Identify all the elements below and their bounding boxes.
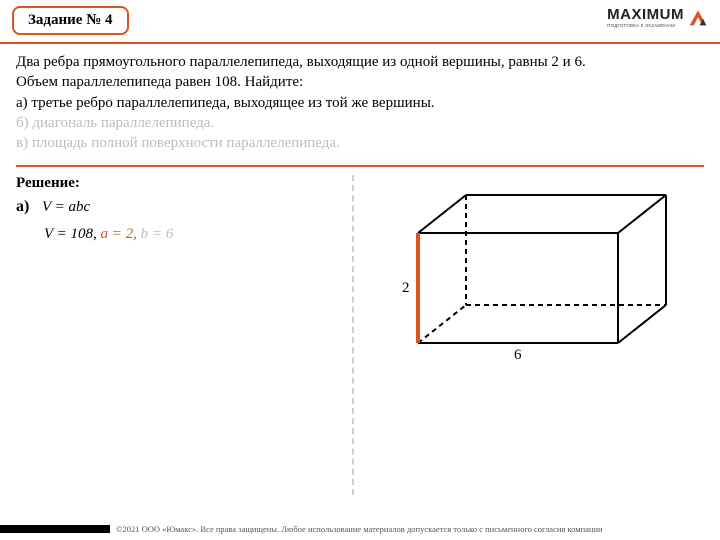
header: Задание № 4 MAXIMUM ПОДГОТОВКА К ЭКЗАМЕН… — [0, 0, 720, 44]
formula-b6: b = 6 — [141, 226, 174, 242]
problem-line2: Объем параллелепипеда равен 108. Найдите… — [16, 72, 704, 92]
task-badge: Задание № 4 — [12, 6, 129, 35]
logo-subtext: ПОДГОТОВКА К ЭКЗАМЕНАМ — [607, 23, 684, 28]
problem-item-a: а) третье ребро параллелепипеда, выходящ… — [16, 93, 704, 113]
logo: MAXIMUM ПОДГОТОВКА К ЭКЗАМЕНАМ — [607, 6, 708, 28]
footer-bar — [0, 525, 110, 533]
dim-label-height: 2 — [402, 280, 410, 297]
solution-row-1: а) V = abc — [16, 198, 346, 216]
problem-statement: Два ребра прямоугольного параллелепипеда… — [0, 44, 720, 159]
footer-copyright: ©2021 ООО «Юмакс». Все права защищены. Л… — [116, 524, 603, 534]
part-a-label: а) — [16, 198, 38, 216]
solution-column: Решение: а) V = abc V = 108, a = 2, b = … — [16, 175, 346, 495]
formula-volume: V = abc — [42, 199, 90, 215]
problem-item-c: в) площадь полной поверхности параллелеп… — [16, 133, 704, 153]
content-area: Решение: а) V = abc V = 108, a = 2, b = … — [0, 167, 720, 495]
diagram-column: 2 6 — [372, 175, 704, 495]
task-label: Задание № 4 — [28, 12, 113, 28]
problem-item-b: б) диагональ параллелепипеда. — [16, 113, 704, 133]
vertical-divider — [352, 175, 354, 495]
dim-label-width: 6 — [514, 347, 522, 364]
cuboid-diagram: 2 6 — [412, 187, 672, 372]
solution-row-2: V = 108, a = 2, b = 6 — [44, 226, 346, 243]
logo-text: MAXIMUM — [607, 6, 684, 23]
logo-icon — [688, 7, 708, 27]
solution-title: Решение: — [16, 175, 346, 192]
formula-v108: V = 108, — [44, 226, 101, 242]
problem-line1: Два ребра прямоугольного параллелепипеда… — [16, 52, 704, 72]
cuboid-svg — [412, 187, 672, 367]
formula-a2: a = 2, — [101, 226, 141, 242]
footer: ©2021 ООО «Юмакс». Все права защищены. Л… — [0, 524, 720, 534]
